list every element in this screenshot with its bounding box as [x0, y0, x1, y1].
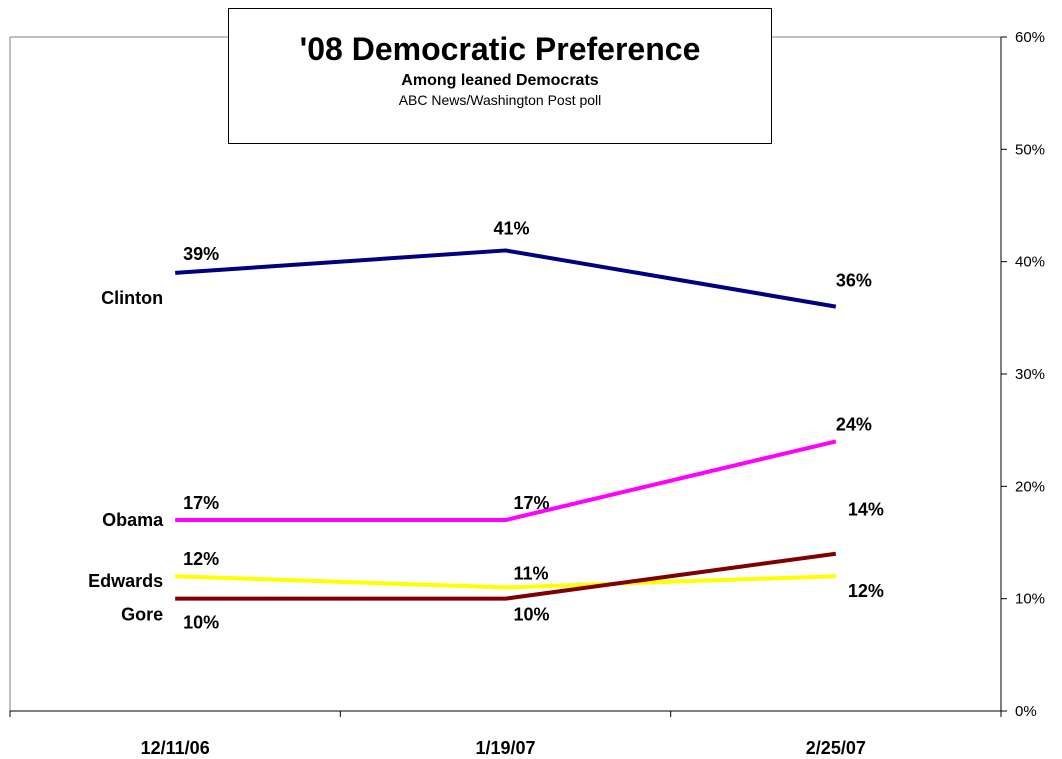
data-label: 24% [836, 414, 872, 434]
x-tick-label: 1/19/07 [475, 738, 535, 758]
x-tick-label: 12/11/06 [141, 738, 210, 758]
x-tick-label: 2/25/07 [806, 738, 866, 758]
series-name-label: Edwards [88, 571, 163, 591]
series-name-label: Gore [121, 605, 163, 625]
chart-source: ABC News/Washington Post poll [398, 92, 602, 108]
chart-subtitle: Among leaned Democrats [401, 72, 599, 89]
chart-title: '08 Democratic Preference [299, 31, 701, 67]
data-label: 12% [183, 549, 219, 569]
y-tick-label: 20% [1015, 478, 1045, 495]
series-line-obama [175, 439, 837, 523]
y-tick-label: 40% [1015, 254, 1045, 271]
y-tick-label: 30% [1015, 366, 1045, 383]
y-tick-label: 60% [1015, 29, 1045, 46]
y-tick-label: 50% [1015, 141, 1045, 158]
data-label: 14% [848, 500, 884, 520]
data-label: 17% [514, 493, 550, 513]
y-tick-label: 0% [1015, 703, 1037, 720]
series-line-clinton [175, 248, 837, 309]
series-line-edwards [175, 574, 836, 590]
series-name-label: Obama [102, 510, 164, 530]
series-name-label: Clinton [101, 288, 163, 308]
series-line-gore [175, 551, 837, 601]
data-label: 17% [183, 493, 219, 513]
y-tick-label: 10% [1015, 591, 1045, 608]
data-label: 36% [836, 271, 872, 291]
data-label: 41% [494, 218, 530, 238]
chart-title-box: '08 Democratic Preference Among leaned D… [228, 8, 772, 144]
data-label: 11% [514, 563, 549, 583]
data-label: 12% [848, 581, 884, 601]
data-label: 39% [183, 244, 219, 264]
data-label: 10% [183, 613, 219, 633]
data-label: 10% [514, 605, 550, 625]
